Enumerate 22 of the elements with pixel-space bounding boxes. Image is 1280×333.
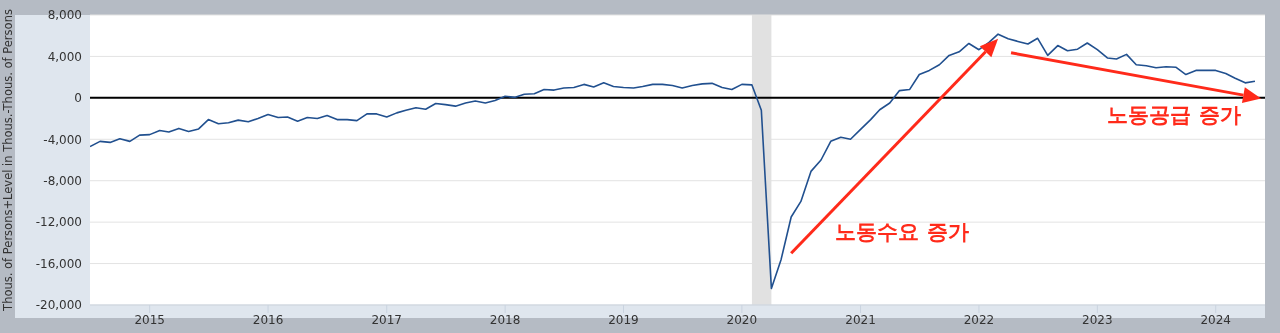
y-tick-label: 0: [74, 91, 82, 106]
y-tick-label: -8,000: [43, 173, 82, 188]
x-tick-label: 2018: [489, 312, 521, 327]
x-tick-label: 2016: [252, 312, 284, 327]
y-tick-label: -4,000: [43, 132, 82, 147]
y-tick-label: 4,000: [47, 49, 82, 64]
x-tick-label: 2015: [134, 312, 165, 327]
line-series: [90, 33, 1256, 290]
x-tick-label: 2022: [963, 312, 995, 327]
x-tick-label: 2020: [726, 312, 758, 327]
x-tick-label: 2017: [371, 312, 403, 327]
x-tick-label: 2024: [1200, 312, 1231, 327]
x-tick-label: 2019: [608, 312, 639, 327]
y-axis-title: Thous. of Persons+Level in Thous.-Thous. of Persons: [1, 9, 16, 312]
x-tick-label: 2023: [1082, 312, 1113, 327]
y-tick-label: -20,000: [35, 298, 82, 313]
x-tick-label: 2021: [845, 312, 876, 327]
y-tick-label: 8,000: [47, 8, 82, 23]
y-tick-label: -12,000: [35, 215, 82, 230]
annotation: 노동수요 증가: [835, 219, 969, 244]
annotation: 노동공급 증가: [1107, 102, 1241, 127]
y-tick-label: -16,000: [35, 256, 82, 271]
